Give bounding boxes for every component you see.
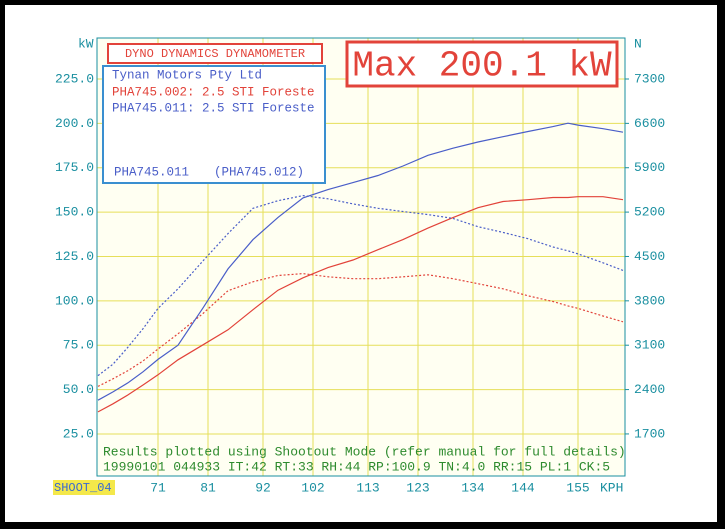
y2-tick-label: 5200 — [634, 205, 665, 220]
curves — [97, 122, 624, 413]
y2-tick-label: 3100 — [634, 338, 665, 353]
y2-axis-label: N — [634, 36, 642, 51]
y-tick-label: 150.0 — [55, 205, 94, 220]
y2-tick-label: 5900 — [634, 160, 665, 175]
power-line — [97, 196, 624, 413]
y-axis-label: kW — [78, 36, 94, 51]
y-tick-label: 175.0 — [55, 160, 94, 175]
y-tick-label: 100.0 — [55, 293, 94, 308]
run-label: SHOOT_04 — [54, 481, 112, 495]
x-tick-label: 144 — [511, 480, 535, 495]
y-tick-label: 50.0 — [63, 382, 94, 397]
x-tick-label: 123 — [406, 480, 429, 495]
run-label-bg — [53, 480, 115, 495]
plot-border — [96, 37, 626, 477]
y2-tick-label: 6600 — [634, 116, 665, 131]
y-tick-label: 75.0 — [63, 338, 94, 353]
footer-line: Results plotted using Shootout Mode (ref… — [103, 444, 626, 459]
legend-heading: Tynan Motors Pty Ltd — [112, 68, 262, 82]
legend-footer: PHA745.011 — [114, 165, 189, 179]
force-line — [97, 272, 624, 387]
x-tick-label: 134 — [461, 480, 485, 495]
power-line — [97, 122, 624, 401]
x-tick-label: 155 — [566, 480, 589, 495]
legend-entry: PHA745.002: 2.5 STI Foreste — [112, 85, 315, 99]
legend-box — [102, 65, 326, 184]
legend-entry: PHA745.011: 2.5 STI Foreste — [112, 101, 315, 115]
force-line — [97, 194, 624, 377]
y2-tick-label: 4500 — [634, 249, 665, 264]
legend-footer: (PHA745.012) — [214, 165, 304, 179]
y-tick-label: 25.0 — [63, 426, 94, 441]
chart-title: DYNO DYNAMICS DYNAMOMETER — [125, 47, 305, 61]
title-box — [107, 43, 323, 64]
y-tick-label: 225.0 — [55, 71, 94, 86]
max-box — [345, 40, 619, 88]
y2-tick-label: 1700 — [634, 426, 665, 441]
x-tick-label: 71 — [150, 480, 166, 495]
max-label: Max 200.1 kW — [352, 46, 612, 87]
x-tick-label: 102 — [301, 480, 324, 495]
x-tick-label: 81 — [200, 480, 216, 495]
x-tick-label: 113 — [356, 480, 379, 495]
y2-tick-label: 3800 — [634, 293, 665, 308]
y-tick-label: 200.0 — [55, 116, 94, 131]
y2-tick-label: 2400 — [634, 382, 665, 397]
x-axis-label: KPH — [600, 480, 623, 495]
x-tick-label: 92 — [255, 480, 271, 495]
footer-line: 19990101 044933 IT:42 RT:33 RH:44 RP:100… — [103, 459, 610, 474]
y-tick-label: 125.0 — [55, 249, 94, 264]
y2-tick-label: 7300 — [634, 71, 665, 86]
